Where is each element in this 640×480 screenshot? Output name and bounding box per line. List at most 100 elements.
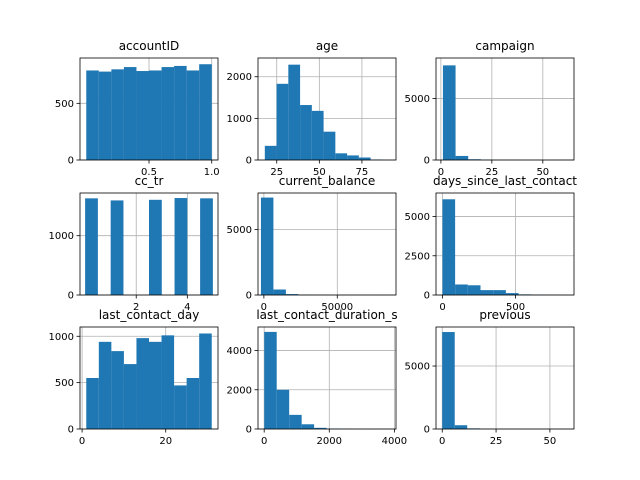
- histogram-bar: [86, 378, 99, 429]
- x-tick-label: 20: [159, 436, 172, 447]
- histogram-bar: [149, 70, 162, 160]
- y-tick-label: 1000: [49, 231, 74, 242]
- histogram-bar: [98, 71, 112, 160]
- y-tick-label: 0: [68, 291, 74, 302]
- y-tick-label: 0: [424, 425, 430, 436]
- histogram-bar: [174, 198, 188, 295]
- axes-frame: [435, 57, 575, 161]
- x-tick-label: 0: [439, 302, 445, 313]
- subplot-title: accountID: [119, 39, 180, 53]
- subplot-title: campaign: [475, 39, 534, 53]
- subplot-title: previous: [479, 308, 530, 322]
- histogram-bar: [86, 70, 99, 160]
- axes-frame: [79, 192, 219, 296]
- subplot-title: last_contact_day: [99, 308, 200, 322]
- histogram-bar: [467, 285, 481, 295]
- subplot-title: current_balance: [279, 174, 376, 188]
- x-tick-label: 1.0: [204, 167, 220, 178]
- histogram-bar: [199, 64, 212, 160]
- histogram-bar: [174, 65, 187, 160]
- histogram-bar: [442, 65, 456, 160]
- histogram-bar: [149, 341, 162, 429]
- histogram-bar: [289, 414, 302, 429]
- histogram-bar: [335, 153, 348, 160]
- x-tick-label: 2000: [317, 436, 342, 447]
- subplot-4: 0 50000 0 5000 current_balance: [227, 174, 397, 313]
- subplot-7: 0 2000 4000 0 2000 4000 last_contact_duration_…: [227, 308, 408, 447]
- y-tick-label: 0: [424, 156, 430, 167]
- x-tick-label: 25: [270, 167, 283, 178]
- histogram-bar: [174, 385, 187, 429]
- y-tick-label: 5000: [405, 94, 430, 105]
- axes-frame: [257, 57, 397, 161]
- subplot-3: 2 4 0 1000 cc_tr: [49, 174, 219, 313]
- histogram-bar: [161, 335, 175, 429]
- x-tick-label: 4: [184, 302, 190, 313]
- histogram-bar: [98, 341, 112, 429]
- y-tick-label: 500: [55, 378, 74, 389]
- x-tick-label: 500: [506, 302, 525, 313]
- histogram-bar: [480, 290, 494, 295]
- histogram-bar: [301, 424, 315, 429]
- histogram-bar: [442, 332, 455, 429]
- histogram-bar: [288, 64, 301, 160]
- histogram-bar: [264, 145, 277, 160]
- histogram-bar: [161, 67, 175, 160]
- y-tick-label: 0: [68, 156, 74, 167]
- y-tick-label: 0: [246, 425, 252, 436]
- histogram-bar: [323, 131, 336, 160]
- histogram-bar: [285, 294, 299, 295]
- x-tick-label: 0: [439, 436, 445, 447]
- y-tick-label: 0: [246, 156, 252, 167]
- y-tick-label: 500: [55, 99, 74, 110]
- subplot-title: cc_tr: [135, 174, 164, 188]
- histogram-bar: [260, 197, 274, 295]
- y-tick-label: 5000: [405, 362, 430, 373]
- axes-frame: [257, 326, 397, 430]
- x-tick-label: 50: [313, 167, 326, 178]
- x-tick-label: 50: [544, 436, 557, 447]
- x-tick-label: 25: [490, 436, 503, 447]
- x-tick-label: 0: [438, 167, 444, 178]
- histogram-bar: [347, 155, 359, 160]
- y-tick-label: 4000: [227, 346, 252, 357]
- histogram-bar: [85, 198, 98, 295]
- histogram-bar: [111, 69, 124, 160]
- y-tick-label: 2000: [227, 385, 252, 396]
- histogram-bar: [454, 425, 468, 429]
- y-tick-label: 1000: [227, 114, 252, 125]
- histogram-bar: [200, 198, 213, 295]
- histogram-bar: [186, 378, 200, 429]
- subplot-2: 0 25 50 0 5000 campaign: [405, 39, 575, 178]
- subplot-0: 0.5 1.0 0 500 accountID: [55, 39, 220, 178]
- histogram-bar: [186, 70, 200, 160]
- x-tick-label: 0: [79, 436, 85, 447]
- axes-frame: [257, 192, 397, 296]
- histogram-bar: [110, 200, 124, 295]
- y-tick-label: 5000: [405, 212, 430, 223]
- axes-frame: [435, 192, 575, 296]
- x-tick-label: 75: [356, 167, 369, 178]
- histogram-bar: [276, 83, 289, 160]
- histogram-bar: [300, 105, 312, 160]
- y-tick-label: 5000: [227, 225, 252, 236]
- histogram-bar: [455, 284, 468, 295]
- x-tick-label: 50: [536, 167, 549, 178]
- subplot-1: 25 50 75 0 1000 2000 age: [227, 39, 397, 178]
- histogram-bar: [199, 333, 212, 429]
- histogram-bar: [276, 389, 290, 429]
- x-tick-label: 25: [485, 167, 498, 178]
- histogram-bar: [136, 338, 149, 429]
- y-tick-label: 0: [246, 291, 252, 302]
- histogram-bar: [111, 351, 124, 429]
- histogram-bar: [264, 331, 277, 429]
- axes-frame: [435, 326, 575, 430]
- subplot-title: last_contact_duration_s: [256, 308, 397, 322]
- histogram-bar: [123, 364, 137, 429]
- y-tick-label: 0: [68, 425, 74, 436]
- subplot-title: age: [316, 39, 338, 53]
- y-tick-label: 1000: [49, 332, 74, 343]
- y-tick-label: 2500: [405, 251, 430, 262]
